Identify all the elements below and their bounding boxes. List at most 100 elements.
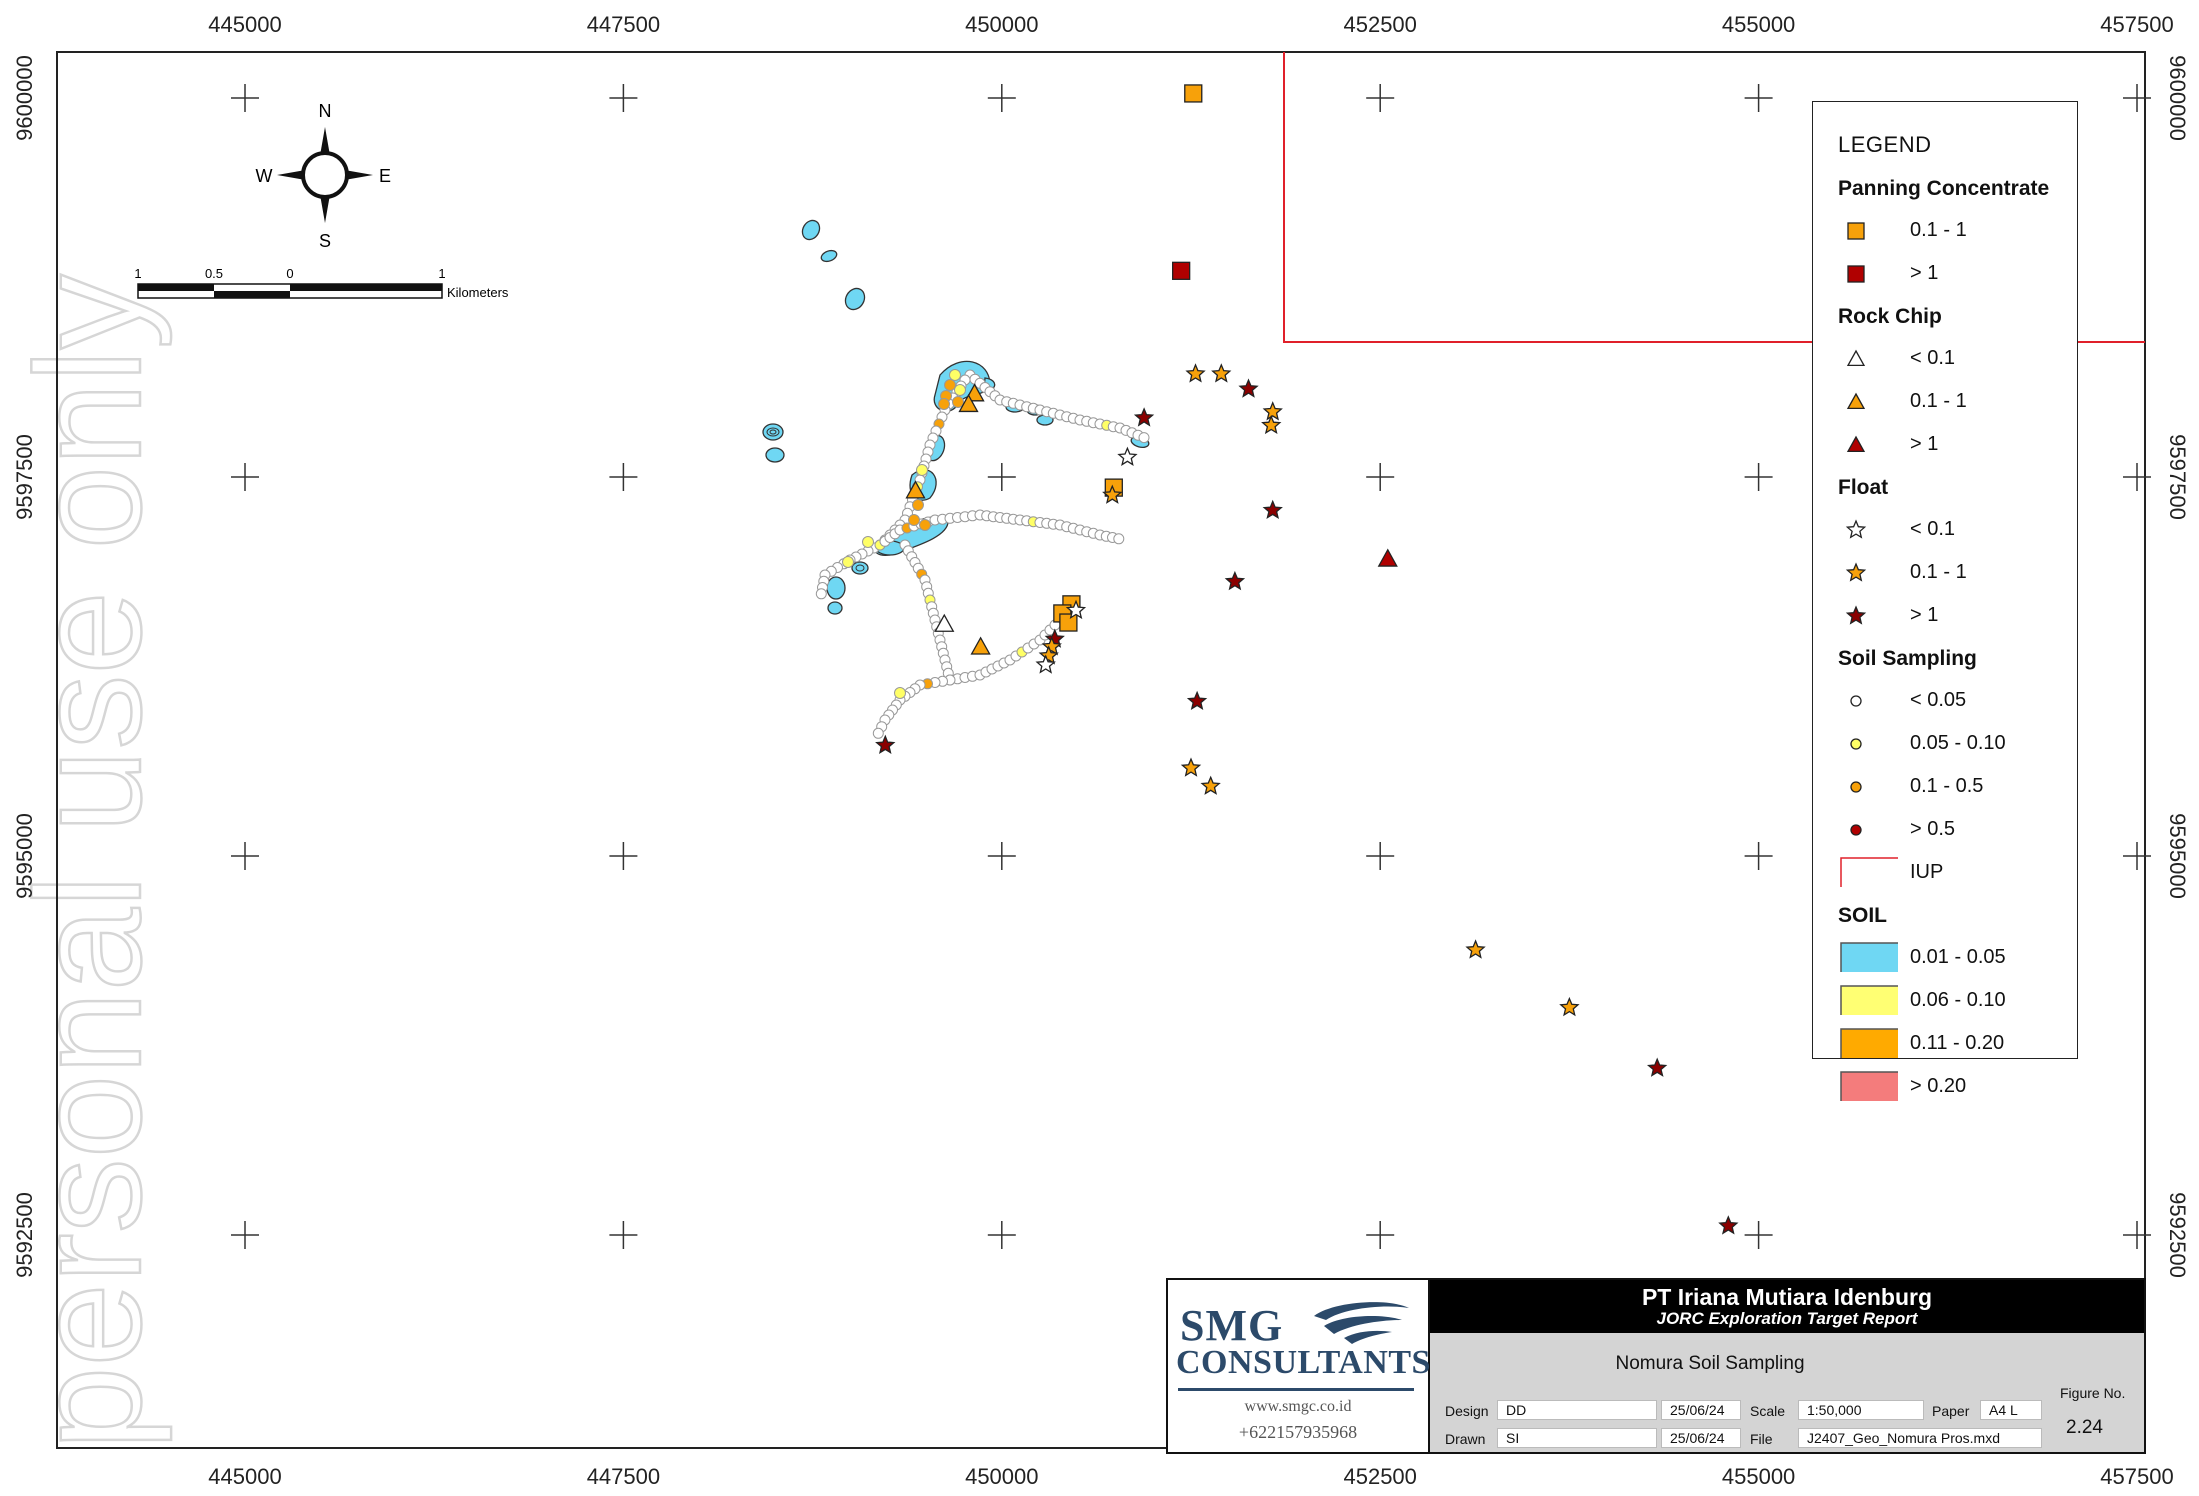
scale-bar-segment bbox=[214, 291, 290, 298]
legend-section-heading: Panning Concentrate bbox=[1838, 177, 2050, 200]
legend: LEGEND Panning Concentrate 0.1 - 1 > 1 Rock… bbox=[1812, 101, 2078, 1101]
legend-swatch bbox=[1840, 985, 1898, 1015]
legend-entry: < 0.1 bbox=[1840, 343, 2070, 379]
legend-entry: IUP bbox=[1840, 857, 2070, 893]
file-value: J2407_Geo_Nomura Pros.mxd bbox=[1798, 1428, 2042, 1448]
soil-sample-point bbox=[815, 588, 827, 600]
design-value: DD bbox=[1497, 1400, 1657, 1420]
soil-contour bbox=[766, 427, 780, 437]
paper-label: Paper bbox=[1932, 1403, 1970, 1419]
grid-crosses bbox=[231, 84, 2151, 1249]
legend-box-icon bbox=[1840, 942, 1898, 972]
legend-section-heading: Rock Chip bbox=[1838, 305, 1942, 328]
figure-no-label: Figure No. bbox=[2060, 1385, 2126, 1401]
legend-entry: 0.01 - 0.05 bbox=[1840, 942, 2070, 978]
legend-triangle-icon bbox=[1846, 435, 1866, 453]
float-sample bbox=[1133, 407, 1155, 427]
legend-entry-label: 0.1 - 0.5 bbox=[1910, 775, 1984, 797]
legend-swatch bbox=[1840, 1028, 1898, 1058]
legend-entry: < 0.05 bbox=[1840, 685, 2070, 721]
logo-rule bbox=[1178, 1388, 1414, 1391]
x-tick-labels-top: 445000 447500 450000 452500 455000 457500 bbox=[208, 12, 2173, 37]
figure-title: Nomura Soil Sampling bbox=[1615, 1353, 1805, 1374]
compass-w: W bbox=[256, 166, 273, 186]
soil-contour bbox=[769, 429, 777, 435]
float-sample bbox=[1185, 363, 1206, 383]
y-tick-label: 9597500 bbox=[12, 434, 37, 520]
soil-area bbox=[851, 561, 869, 575]
x-tick-label: 455000 bbox=[1722, 12, 1795, 37]
scale-unit: Kilometers bbox=[447, 285, 509, 300]
scale-label-1: 1 bbox=[134, 266, 141, 281]
x-tick-label: 445000 bbox=[208, 1464, 281, 1489]
logo-word-consultants: CONSULTANTS bbox=[1176, 1344, 1431, 1381]
legend-swatch bbox=[1846, 392, 1866, 410]
legend-entry-label: 0.1 - 1 bbox=[1910, 219, 1967, 241]
legend-entry: 0.1 - 1 bbox=[1840, 386, 2070, 422]
watermark: personal use only bbox=[4, 274, 172, 1450]
legend-entry-label: < 0.05 bbox=[1910, 689, 1967, 711]
float-sample bbox=[1238, 378, 1259, 398]
soil-sample-point bbox=[916, 464, 928, 476]
legend-swatch bbox=[1850, 738, 1862, 750]
soil-area bbox=[827, 601, 843, 615]
legend-entry-label: > 0.20 bbox=[1910, 1075, 1967, 1097]
report-name: JORC Exploration Target Report bbox=[1656, 1309, 1918, 1328]
title-block: SMG CONSULTANTS www.smgc.co.id +62215793… bbox=[1166, 1278, 2146, 1454]
legend-entry-label: > 0.5 bbox=[1910, 818, 1956, 840]
float-samples bbox=[875, 363, 1739, 1235]
legend-entry: 0.06 - 0.10 bbox=[1840, 985, 2070, 1021]
legend-entry-label: < 0.1 bbox=[1910, 518, 1956, 540]
legend-star-icon bbox=[1845, 562, 1867, 582]
panning-sample bbox=[1184, 84, 1203, 103]
soil-sample-point bbox=[1113, 533, 1125, 545]
float-sample bbox=[1186, 690, 1208, 710]
float-sample bbox=[1117, 446, 1138, 466]
x-tick-label: 452500 bbox=[1343, 1464, 1416, 1489]
soil-sample-point bbox=[944, 379, 956, 391]
x-tick-label: 452500 bbox=[1343, 12, 1416, 37]
soil-sample-point bbox=[872, 727, 884, 739]
rock-chip-sample bbox=[905, 480, 926, 499]
legend-entry: 0.1 - 1 bbox=[1840, 215, 2070, 251]
legend-swatch bbox=[1840, 1071, 1898, 1101]
legend-swatch bbox=[1850, 695, 1862, 707]
soil-sample-point bbox=[954, 384, 966, 396]
legend-triangle-icon bbox=[1846, 349, 1866, 367]
float-sample bbox=[1262, 401, 1283, 421]
soil-sample-point bbox=[952, 396, 964, 408]
legend-swatch bbox=[1840, 942, 1898, 972]
rock-chip-sample bbox=[958, 393, 979, 413]
x-tick-labels-bottom: 445000 447500 450000 452500 455000 457500 bbox=[208, 1464, 2173, 1489]
soil-sample-point bbox=[912, 499, 924, 511]
x-tick-label: 450000 bbox=[965, 12, 1038, 37]
scale-label-05: 0.5 bbox=[205, 266, 223, 281]
soil-area-contours bbox=[766, 427, 865, 572]
float-sample bbox=[1211, 363, 1232, 383]
legend-triangle-icon bbox=[1846, 392, 1866, 410]
float-sample bbox=[1261, 414, 1282, 435]
soil-sample-point bbox=[949, 369, 961, 381]
legend-swatch bbox=[1846, 349, 1866, 367]
soil-samples bbox=[815, 369, 1150, 739]
legend-entry-label: > 1 bbox=[1910, 433, 1939, 455]
rock-chip-sample bbox=[1377, 548, 1398, 567]
float-sample bbox=[1559, 996, 1580, 1017]
y-tick-label: 9600000 bbox=[12, 55, 37, 141]
paper-value: A4 L bbox=[1980, 1400, 2042, 1420]
north-arrow: N S E W bbox=[256, 101, 392, 251]
y-tick-label: 9595000 bbox=[12, 813, 37, 899]
soil-sample-point bbox=[842, 556, 854, 568]
title-header: PT Iriana Mutiara Idenburg JORC Explorat… bbox=[1430, 1280, 2144, 1333]
x-tick-label: 457500 bbox=[2100, 12, 2173, 37]
float-sample bbox=[1646, 1057, 1668, 1077]
drawn-value: SI bbox=[1497, 1428, 1657, 1448]
legend-circle-icon bbox=[1850, 695, 1862, 707]
drawn-date: 25/06/24 bbox=[1661, 1428, 1741, 1448]
legend-entry: > 1 bbox=[1840, 429, 2070, 465]
legend-entry-label: 0.05 - 0.10 bbox=[1910, 732, 2006, 754]
company-phone: +622157935968 bbox=[1238, 1422, 1358, 1442]
soil-area bbox=[801, 219, 821, 241]
legend-star-icon bbox=[1845, 519, 1867, 539]
